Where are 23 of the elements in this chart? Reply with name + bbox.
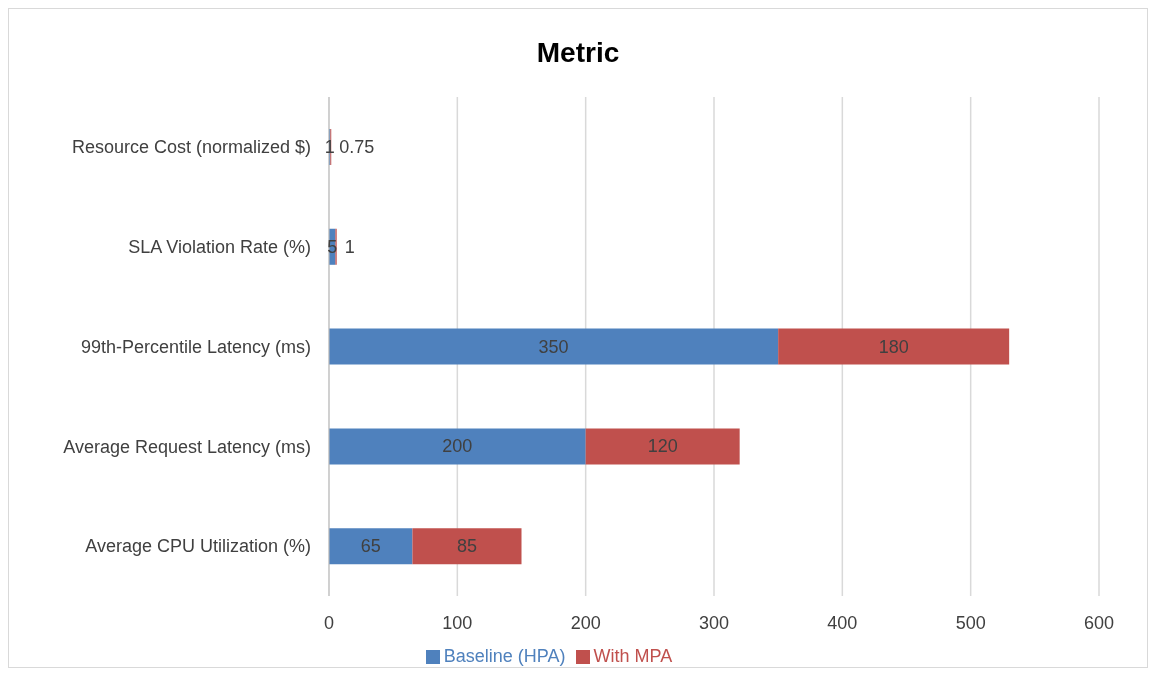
- x-tick-label: 300: [698, 612, 730, 633]
- y-tick-label: Resource Cost (normalized $): [71, 137, 311, 158]
- data-label: 65: [360, 536, 381, 557]
- x-tick-label: 100: [442, 612, 473, 633]
- data-label: 120: [647, 436, 678, 457]
- data-label: 200: [442, 436, 473, 457]
- y-tick-label: Average Request Latency (ms): [63, 436, 311, 457]
- legend-label: With MPA: [593, 646, 673, 666]
- x-tick-label: 400: [827, 612, 858, 633]
- x-tick-label: 600: [1083, 612, 1115, 633]
- y-tick-label: Average CPU Utilization (%): [85, 536, 311, 557]
- data-label: 180: [878, 336, 909, 357]
- data-label: 0.75: [339, 137, 375, 157]
- data-label: 85: [456, 536, 477, 557]
- data-label: 350: [538, 336, 569, 357]
- y-tick-label: 99th-Percentile Latency (ms): [80, 336, 311, 357]
- y-tick-label: SLA Violation Rate (%): [128, 237, 311, 258]
- legend-label: Baseline (HPA): [443, 646, 566, 666]
- data-label: 1: [344, 236, 355, 257]
- chart-title: Metric: [535, 36, 621, 70]
- x-tick-label: 500: [955, 612, 986, 633]
- x-tick-label: 200: [570, 612, 601, 633]
- x-tick-label: 0: [323, 612, 335, 633]
